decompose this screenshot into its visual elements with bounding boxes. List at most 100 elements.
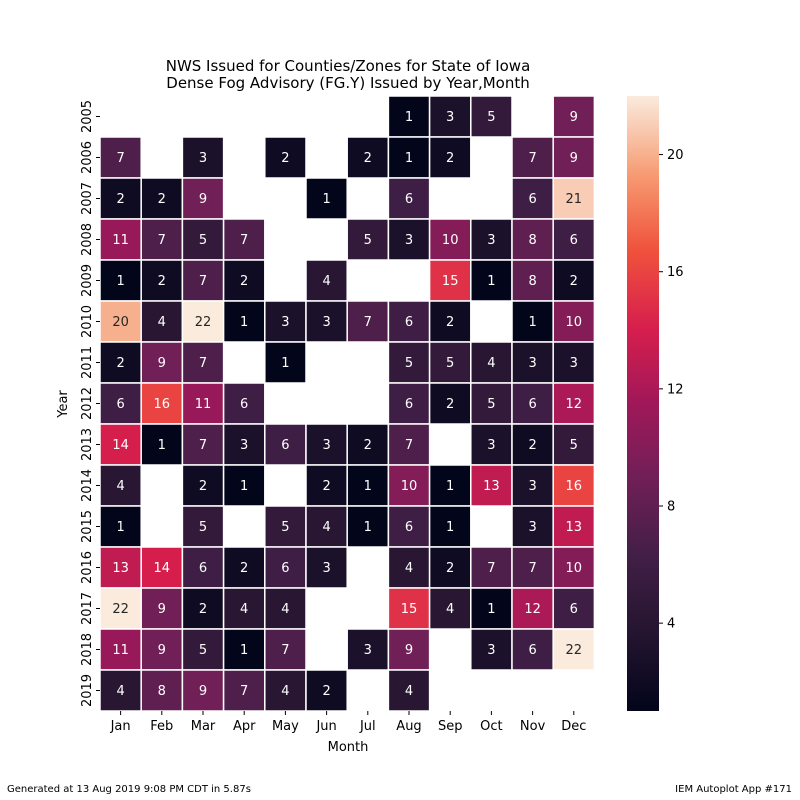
cell-value-label: 1 <box>364 479 372 494</box>
y-tick-label: 2017 <box>80 592 95 625</box>
colorbar-tick-label: 16 <box>667 265 684 280</box>
x-tick-label: Feb <box>150 719 173 734</box>
cell-value-label: 6 <box>570 233 578 248</box>
x-tick-label: Apr <box>233 719 256 734</box>
cell-value-label: 1 <box>446 479 454 494</box>
cell-value-label: 11 <box>112 643 129 658</box>
cell-value-label: 2 <box>446 561 454 576</box>
cell-value-label: 11 <box>112 233 129 248</box>
cell-value-label: 9 <box>570 110 578 125</box>
heatmap-cell <box>99 546 142 589</box>
cell-value-label: 3 <box>240 438 248 453</box>
cell-value-label: 2 <box>158 192 166 207</box>
cell-value-label: 1 <box>322 192 330 207</box>
cell-value-label: 6 <box>240 397 248 412</box>
cell-value-label: 7 <box>199 274 207 289</box>
cell-value-label: 1 <box>281 356 289 371</box>
cell-value-label: 9 <box>405 643 413 658</box>
heatmap-cell <box>511 300 554 343</box>
heatmap-cell <box>140 341 184 384</box>
heatmap-cell <box>181 382 225 425</box>
heatmap-cell <box>470 95 513 138</box>
heatmap-cell <box>552 95 596 138</box>
cell-value-label: 6 <box>405 520 413 535</box>
colorbar-tick-label: 12 <box>667 382 684 397</box>
cell-value-label: 7 <box>158 233 166 248</box>
cell-value-label: 1 <box>364 520 372 535</box>
cell-value-label: 2 <box>446 397 454 412</box>
cell-value-label: 4 <box>322 274 330 289</box>
cell-value-label: 12 <box>524 602 541 617</box>
colorbar-gradient <box>627 96 659 711</box>
heatmap-cell <box>387 341 431 384</box>
heatmap-cell <box>305 546 348 589</box>
x-tick-label: Nov <box>520 719 546 734</box>
cell-value-label: 2 <box>570 274 578 289</box>
heatmap-cell <box>387 423 431 466</box>
cell-value-label: 10 <box>566 315 583 330</box>
heatmap-cell <box>428 136 472 179</box>
cell-value-label: 5 <box>199 520 207 535</box>
cell-value-label: 13 <box>112 561 129 576</box>
x-axis-label: Month <box>328 740 369 755</box>
heatmap-cell <box>264 136 307 179</box>
cell-value-label: 1 <box>116 274 124 289</box>
cell-value-label: 9 <box>158 643 166 658</box>
cell-value-label: 1 <box>240 643 248 658</box>
cell-value-label: 10 <box>566 561 583 576</box>
heatmap-cell <box>222 218 266 261</box>
cell-value-label: 2 <box>116 356 124 371</box>
heatmap-cell <box>222 300 266 343</box>
cell-value-label: 4 <box>116 684 124 699</box>
heatmap-cell <box>99 218 142 261</box>
cell-value-label: 3 <box>487 643 495 658</box>
x-tick-label: May <box>272 719 299 734</box>
cell-value-label: 10 <box>401 479 418 494</box>
cell-value-label: 3 <box>322 315 330 330</box>
cell-value-label: 7 <box>405 438 413 453</box>
cell-value-label: 3 <box>487 438 495 453</box>
y-tick-label: 2016 <box>80 551 95 584</box>
y-tick-label: 2009 <box>80 264 95 297</box>
cell-value-label: 5 <box>281 520 289 535</box>
y-tick-label: 2010 <box>80 305 95 338</box>
cell-value-label: 5 <box>487 397 495 412</box>
cell-value-label: 1 <box>405 110 413 125</box>
heatmap-cell <box>428 382 472 425</box>
colorbar-tick-label: 8 <box>667 500 675 515</box>
cell-value-label: 7 <box>199 438 207 453</box>
cell-value-label: 1 <box>528 315 536 330</box>
cell-value-label: 7 <box>281 643 289 658</box>
heatmap-cell <box>511 382 554 425</box>
cell-value-label: 1 <box>446 520 454 535</box>
heatmap-cell <box>428 464 472 507</box>
heatmap-cell <box>140 177 184 220</box>
cell-value-label: 11 <box>195 397 212 412</box>
heatmap-cell <box>140 259 184 302</box>
cell-value-label: 6 <box>281 561 289 576</box>
heatmap-cell <box>511 423 554 466</box>
y-tick-label: 2015 <box>80 510 95 543</box>
heatmap-cell <box>428 341 472 384</box>
cell-value-label: 2 <box>364 151 372 166</box>
heatmap-cell <box>428 587 472 630</box>
y-axis-label: Year <box>56 390 71 419</box>
cell-value-label: 1 <box>116 520 124 535</box>
heatmap-cell <box>264 546 307 589</box>
cell-value-label: 6 <box>281 438 289 453</box>
heatmap-cell <box>552 546 596 589</box>
cell-value-label: 5 <box>199 643 207 658</box>
cell-value-label: 5 <box>199 233 207 248</box>
cell-value-label: 6 <box>405 315 413 330</box>
cell-value-label: 4 <box>240 602 248 617</box>
heatmap-cell <box>387 300 431 343</box>
y-tick-label: 2018 <box>80 633 95 666</box>
heatmap-cell <box>140 587 184 630</box>
x-tick-label: Mar <box>191 719 216 734</box>
cell-value-label: 3 <box>322 561 330 576</box>
heatmap-cell <box>99 464 142 507</box>
cell-value-label: 4 <box>446 602 454 617</box>
y-tick-label: 2005 <box>80 100 95 133</box>
cell-value-label: 8 <box>528 233 536 248</box>
